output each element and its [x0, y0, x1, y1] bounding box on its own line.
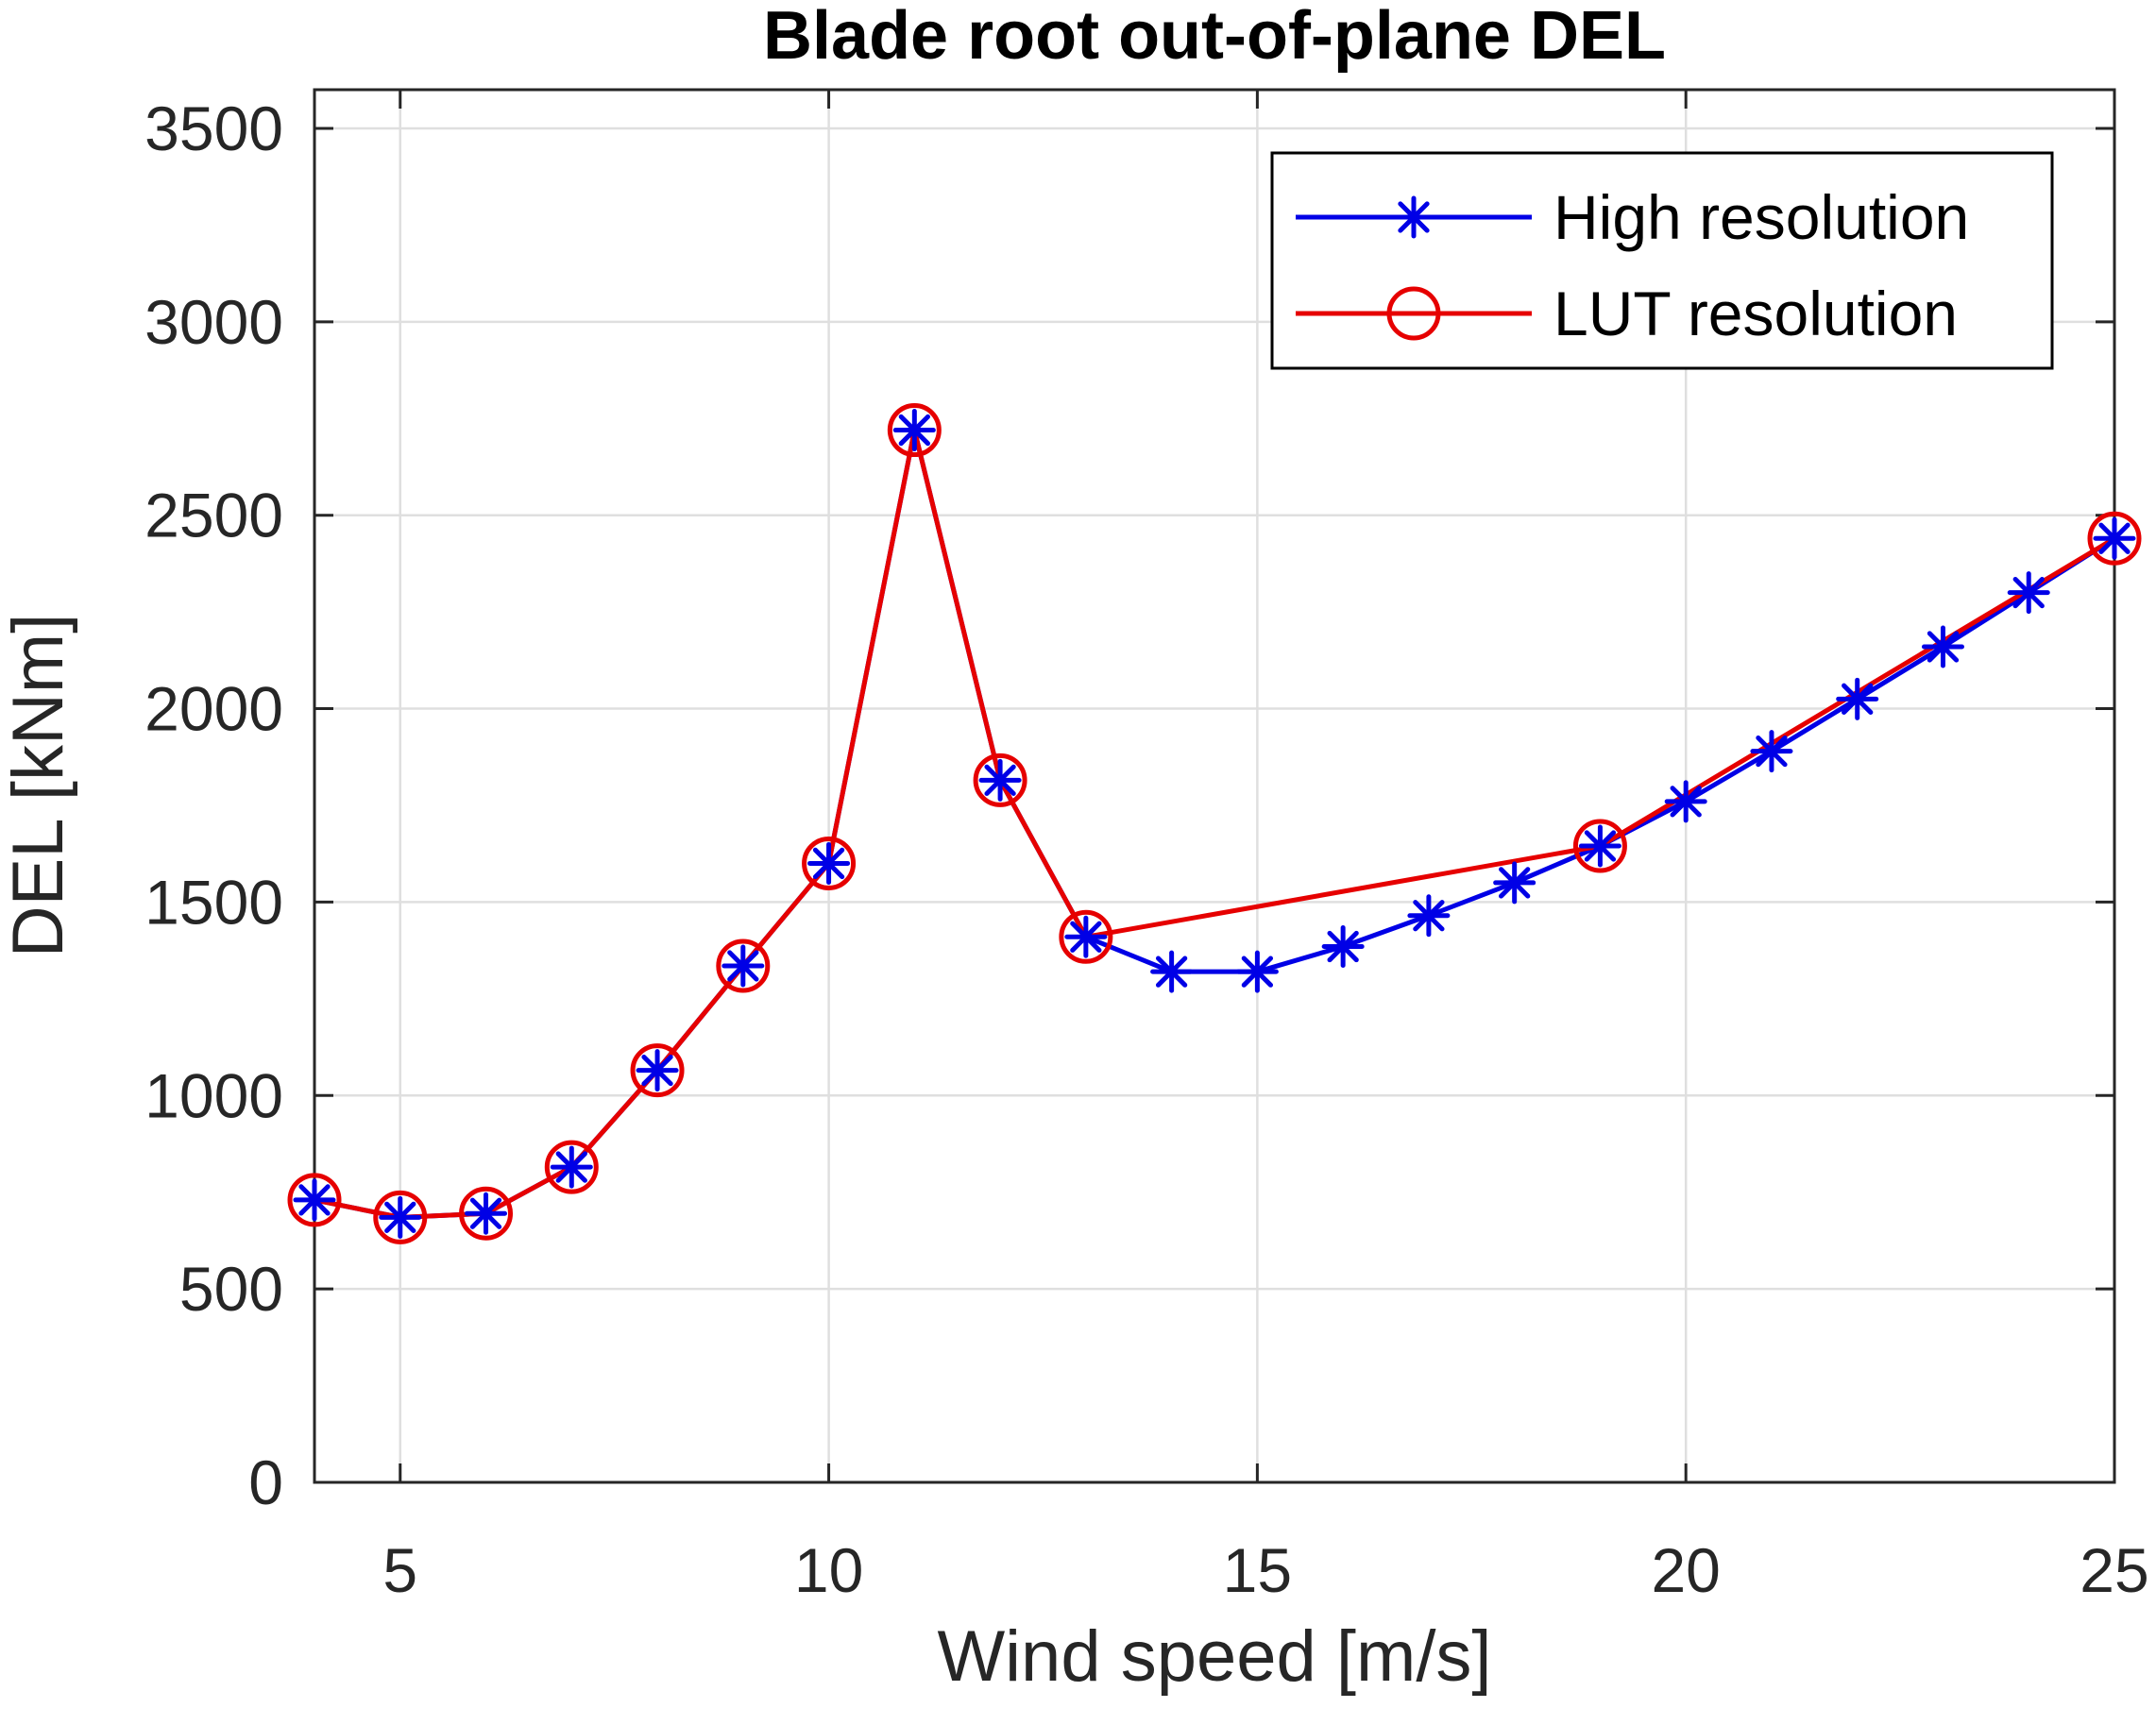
lut-resolution-point — [973, 753, 1027, 807]
legend-marker-circle — [1386, 286, 1441, 341]
high-resolution-point — [2093, 516, 2136, 560]
legend-label: LUT resolution — [1553, 279, 1958, 348]
high-resolution-point — [1578, 824, 1621, 868]
lut-resolution-point — [1059, 909, 1113, 964]
high-resolution-point — [1921, 625, 1964, 668]
y-tick-label: 1000 — [144, 1060, 283, 1130]
high-resolution-point — [721, 944, 765, 988]
legend-box — [1270, 151, 2054, 370]
x-axis-label: Wind speed [m/s] — [937, 1616, 1491, 1697]
high-resolution-point — [892, 409, 936, 452]
lut-resolution-point — [287, 1173, 342, 1227]
lut-resolution-point — [630, 1043, 685, 1098]
lut-resolution-point — [544, 1140, 599, 1194]
y-tick-label: 1500 — [144, 867, 283, 937]
chart-title: Blade root out-of-plane DEL — [763, 0, 1666, 74]
y-axis-label: DEL [kNm] — [0, 614, 78, 958]
high-resolution-point — [1750, 730, 1793, 773]
series-group — [287, 403, 2142, 1244]
plot-frame — [313, 88, 2116, 1484]
lut-resolution-point — [887, 403, 942, 458]
high-resolution-point — [1321, 925, 1365, 969]
legend-marker-asterisk — [1392, 195, 1435, 239]
legend-entries: High resolution LUT resolution — [1296, 182, 1969, 348]
high-resolution-point — [2007, 571, 2050, 615]
x-tick-label: 15 — [1223, 1535, 1292, 1605]
y-tick-label: 2500 — [144, 481, 283, 550]
legend-label: High resolution — [1553, 182, 1969, 252]
high-resolution-point — [1235, 950, 1279, 993]
high-resolution-point — [1836, 677, 1879, 720]
high-resolution-point — [379, 1195, 422, 1239]
legend: High resolution LUT resolution — [1270, 151, 2054, 370]
y-tick-label: 2000 — [144, 674, 283, 744]
high-resolution-point — [550, 1145, 593, 1189]
high-resolution-point — [1064, 915, 1108, 958]
high-resolution-point — [978, 758, 1022, 802]
high-resolution-point — [807, 841, 851, 885]
high-resolution-point — [293, 1178, 336, 1222]
lut-resolution-point — [2087, 511, 2142, 566]
high-resolution-point — [1407, 894, 1451, 938]
lut-resolution-point — [459, 1186, 514, 1241]
lut-resolution-point — [1572, 819, 1627, 873]
x-tick-label: 20 — [1651, 1535, 1720, 1605]
x-tick-label: 10 — [794, 1535, 863, 1605]
lut-resolution-point — [716, 939, 771, 993]
x-tick-label: 25 — [2080, 1535, 2148, 1605]
grid — [314, 90, 2116, 1484]
high-resolution-point — [1150, 950, 1194, 993]
high-resolution-point — [465, 1192, 508, 1235]
high-resolution-point — [1493, 861, 1536, 905]
lut-resolution-point — [373, 1190, 428, 1244]
high-resolution-point — [1664, 780, 1707, 823]
x-tick-label: 5 — [382, 1535, 417, 1605]
tick-labels: 5 10 15 20 25 0 500 1000 1500 2000 2500 3000 3500 — [144, 93, 2149, 1605]
y-tick-label: 500 — [179, 1254, 283, 1324]
y-tick-label: 0 — [248, 1447, 283, 1517]
y-tick-label: 3000 — [144, 287, 283, 357]
high-resolution-point — [636, 1049, 679, 1092]
y-tick-label: 3500 — [144, 93, 283, 163]
lut-resolution-point — [802, 836, 857, 890]
